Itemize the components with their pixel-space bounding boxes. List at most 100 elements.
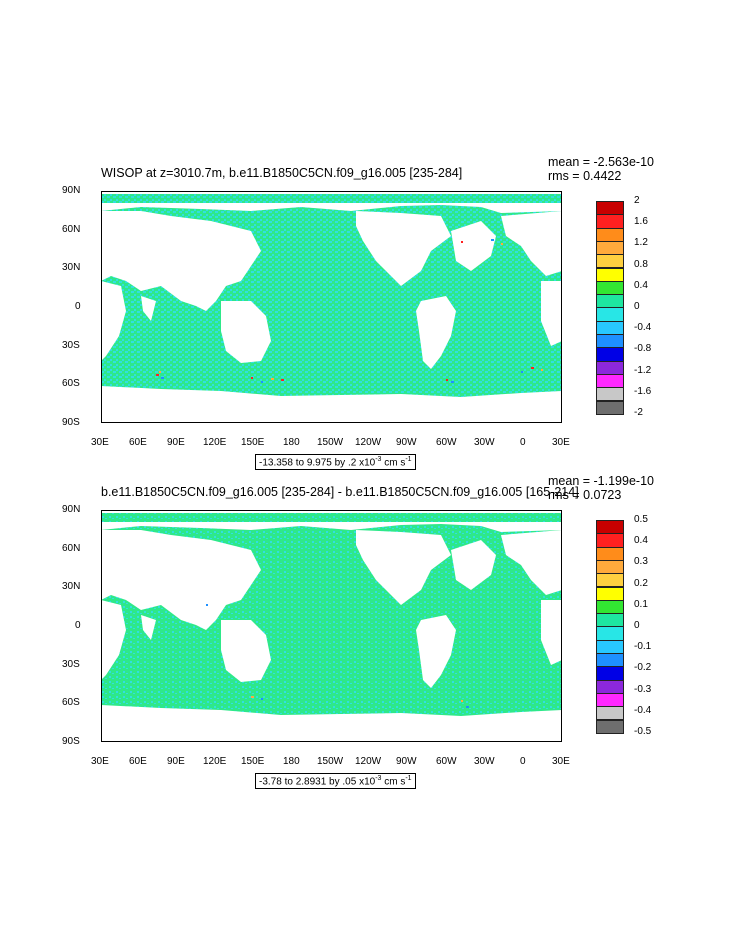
lat-label: 60S [62, 697, 80, 708]
colorbar-box [596, 653, 624, 668]
lon-label: 30E [91, 437, 109, 448]
colorbar-box [596, 320, 624, 335]
colorbar-box [596, 559, 624, 575]
colorbar-label: 0 [634, 301, 640, 312]
lon-label: 180 [283, 756, 300, 767]
colorbar-box [596, 533, 624, 548]
contour-range-label: -3.78 to 2.8931 by .05 x10-3 cm s-1 [255, 773, 416, 790]
colorbar-label: 1.6 [634, 216, 648, 228]
colorbar-box [596, 294, 624, 309]
stats-block: mean = -2.563e-10 rms = 0.4422 [548, 155, 654, 183]
colorbar-box [596, 387, 624, 402]
lon-label: 60W [436, 756, 457, 767]
colorbar-label: 0 [634, 620, 640, 631]
colorbar-box [596, 692, 624, 708]
colorbar-label: -0.8 [634, 343, 652, 355]
lon-label: 120W [355, 437, 382, 448]
colorbar-box [596, 573, 624, 588]
colorbar-box [596, 599, 624, 615]
colorbar-label: -1.6 [634, 385, 652, 397]
colorbar-label: 1.2 [634, 237, 648, 249]
colorbar-box [596, 254, 624, 269]
lon-label: 120E [203, 756, 227, 767]
lon-label: 120E [203, 437, 227, 448]
colorbar-box [596, 706, 624, 721]
colorbar-label: -2 [634, 407, 643, 418]
lon-label: 0 [520, 756, 526, 767]
lon-label: 30E [91, 756, 109, 767]
lon-label: 0 [520, 437, 526, 448]
colorbar-box [596, 639, 624, 654]
colorbar-label: -0.3 [634, 683, 652, 695]
rms-value: rms = 0.0723 [548, 488, 622, 502]
colorbar-box [596, 280, 624, 296]
lon-label: 90E [167, 437, 185, 448]
lat-label: 90N [62, 504, 81, 515]
lon-label: 180 [283, 437, 300, 448]
map-frame [101, 191, 562, 423]
lat-label: 90N [62, 185, 81, 196]
lon-label: 60E [129, 756, 147, 767]
colorbar-label: 2 [634, 195, 640, 206]
lon-label: 150E [241, 437, 265, 448]
lat-label: 30S [62, 659, 80, 670]
colorbar-box [596, 201, 624, 216]
lon-label: 150E [241, 756, 265, 767]
colorbar-box [596, 240, 624, 256]
colorbar-box [596, 719, 624, 734]
panel-title: WISOP at z=3010.7m, b.e11.B1850C5CN.f09_… [101, 166, 463, 180]
lat-label: 90S [62, 417, 80, 428]
lon-label: 60E [129, 437, 147, 448]
map-frame [101, 510, 562, 742]
rms-value: rms = 0.4422 [548, 169, 622, 183]
mean-value: mean = -2.563e-10 [548, 155, 654, 169]
mean-value: mean = -1.199e-10 [548, 474, 654, 488]
stats-block: mean = -1.199e-10 rms = 0.0723 [548, 474, 654, 502]
colorbar-box [596, 586, 624, 601]
colorbar-box [596, 546, 624, 561]
lon-label: 90W [396, 437, 417, 448]
colorbar-label: -0.4 [634, 704, 652, 716]
map-plot [101, 510, 562, 742]
lon-label: 90W [396, 756, 417, 767]
colorbar-box [596, 334, 624, 349]
lon-label: 150W [317, 437, 344, 448]
map-plot [101, 191, 562, 423]
colorbar-label: 0.8 [634, 258, 648, 270]
lon-label: 120W [355, 756, 382, 767]
lat-label: 30N [62, 262, 81, 273]
colorbar-box [596, 307, 624, 322]
colorbar-label: 0.2 [634, 577, 648, 589]
colorbar-box [596, 626, 624, 641]
lat-label: 30S [62, 340, 80, 351]
colorbar-box [596, 613, 624, 628]
colorbar-box [596, 360, 624, 375]
ocean-field [101, 191, 562, 423]
colorbar-label: 0.5 [634, 514, 648, 525]
colorbar-box [596, 227, 624, 242]
colorbar-box [596, 520, 624, 535]
lat-label: 0 [75, 620, 81, 631]
lon-label: 150W [317, 756, 344, 767]
colorbar-label: 0.4 [634, 279, 648, 291]
colorbar-box [596, 400, 624, 415]
colorbar-box [596, 679, 624, 694]
colorbar-label: -0.1 [634, 641, 652, 653]
lat-label: 30N [62, 581, 81, 592]
colorbar-box [596, 666, 624, 681]
colorbar-box [596, 347, 624, 362]
colorbar-label: -0.4 [634, 322, 652, 334]
colorbar-label: 0.4 [634, 535, 648, 547]
lat-label: 90S [62, 736, 80, 747]
contour-range-label: -13.358 to 9.975 by .2 x10-3 cm s-1 [255, 454, 416, 471]
colorbar-label: -0.5 [634, 726, 652, 737]
lon-label: 30W [474, 756, 495, 767]
colorbar-box [596, 214, 624, 229]
lon-label: 30E [552, 756, 570, 767]
lat-label: 60N [62, 224, 81, 235]
colorbar-label: 0.3 [634, 556, 648, 568]
lat-label: 60N [62, 543, 81, 554]
ocean-field [101, 510, 562, 742]
colorbar-box [596, 373, 624, 389]
colorbar-label: -1.2 [634, 364, 652, 376]
